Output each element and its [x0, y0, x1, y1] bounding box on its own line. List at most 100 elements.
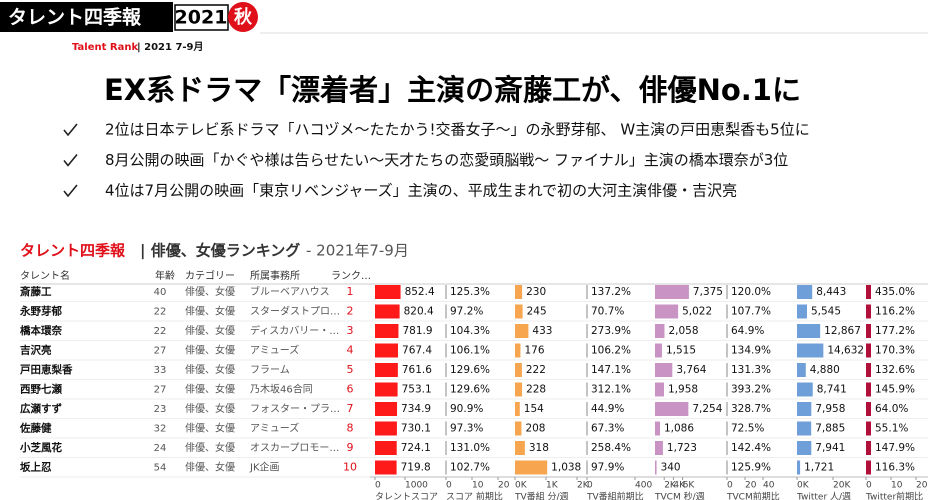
tvcm-value: 7,375 — [693, 286, 723, 298]
agency: フラーム — [250, 364, 290, 376]
tvcm-bar — [655, 382, 665, 397]
age: 24 — [154, 443, 167, 454]
table-title: | 俳優、女優ランキング — [140, 242, 300, 261]
age: 23 — [154, 404, 167, 415]
tv-value: 245 — [527, 306, 547, 318]
change-marker — [866, 304, 871, 319]
tv-value: 230 — [526, 286, 546, 298]
agency: スターダストプロ… — [250, 305, 340, 318]
agency: オスカープロモー… — [250, 442, 339, 454]
tv-bar — [515, 382, 523, 397]
axis-tick-label: 0 — [727, 481, 733, 491]
change-marker — [866, 421, 871, 436]
tvcm_change-value: 107.7% — [731, 306, 771, 318]
twitter-value: 4,880 — [810, 364, 840, 376]
check-icon — [63, 153, 78, 167]
score-value: 724.1 — [401, 442, 431, 454]
twitter-bar — [797, 363, 806, 377]
score-value: 730.1 — [401, 423, 431, 435]
tv-bar — [515, 304, 523, 319]
brand-bar — [0, 2, 173, 32]
score-bar — [375, 402, 398, 416]
twitter-value: 14,632 — [827, 345, 864, 357]
age: 22 — [154, 326, 167, 337]
score_change-value: 97.2% — [450, 306, 483, 318]
twitter_change-value: 64.0% — [875, 403, 908, 415]
tv_change-value: 137.2% — [591, 286, 631, 298]
score-bar — [375, 441, 397, 455]
tv_change-value: 44.9% — [591, 403, 624, 415]
category: 俳優、女優 — [185, 305, 235, 318]
column-footer: Twitter前期比 — [865, 491, 923, 500]
talent-name: 西野七瀬 — [20, 383, 62, 396]
twitter-value: 7,941 — [815, 442, 845, 454]
tvcm-bar — [655, 343, 662, 358]
ranking-table: タレント名 年齢 カテゴリー 所属事務所 ランク…斎藤工 40 俳優、女優 ブルーベアハウス 1… — [19, 269, 928, 500]
score-value: 734.9 — [401, 403, 431, 415]
twitter-value: 7,958 — [815, 403, 845, 415]
twitter-bar — [797, 343, 824, 358]
column-footer: TVCM前期比 — [726, 491, 780, 500]
bullet-text: 8月公開の映画「かぐや様は告らせたい～天才たちの恋愛頭脳戦～ ファイナル」主演の… — [105, 151, 788, 169]
tv-value: 222 — [526, 364, 546, 376]
category: 俳優、女優 — [185, 441, 235, 454]
rank: 7 — [347, 402, 354, 415]
axis-tick-label: 0 — [587, 481, 593, 491]
twitter-value: 1,721 — [804, 462, 834, 474]
axis-tick-label: 400 — [635, 481, 652, 491]
axis-tick-label: 1K — [546, 481, 559, 491]
tv-value: 228 — [526, 384, 546, 396]
rank: 4 — [347, 344, 354, 357]
axis-tick-label: 2K — [577, 481, 590, 491]
agency: アミューズ — [250, 344, 299, 357]
twitter_change-value: 435.0% — [875, 286, 915, 298]
tv_change-value: 147.1% — [591, 364, 631, 376]
rank: 5 — [347, 363, 354, 376]
tvcm_change-value: 393.2% — [731, 384, 771, 396]
category: 俳優、女優 — [185, 344, 235, 357]
score-value: 767.4 — [402, 345, 432, 357]
tv-value: 154 — [524, 403, 544, 415]
tv-bar — [515, 460, 548, 475]
rank: 6 — [347, 383, 354, 396]
tag: Talent Rank — [72, 42, 138, 53]
twitter-value: 8,741 — [817, 384, 847, 396]
axis-tick-label: 20 — [498, 481, 510, 491]
axis-tick-label: 0 — [375, 481, 381, 491]
tvcm-value: 1,958 — [668, 384, 698, 396]
tvcm_change-value: 64.9% — [731, 325, 764, 337]
year-box — [174, 4, 229, 31]
tv-bar — [515, 343, 521, 358]
age: 33 — [154, 365, 167, 376]
tv-value: 176 — [524, 345, 544, 357]
category: 俳優、女優 — [185, 324, 235, 337]
tvcm-value: 7,254 — [692, 403, 722, 415]
tv_change-value: 258.4% — [591, 442, 631, 454]
tvcm-value: 5,022 — [682, 306, 712, 318]
tv_change-value: 67.3% — [591, 423, 624, 435]
talent-name: 戸田恵梨香 — [19, 363, 73, 376]
agency: アミューズ — [250, 422, 299, 435]
tvcm-bar — [655, 304, 679, 319]
twitter_change-value: 55.1% — [875, 423, 908, 435]
twitter-bar — [797, 382, 813, 397]
column-footer: タレントスコア — [375, 492, 438, 500]
tvcm_change-value: 131.3% — [731, 364, 771, 376]
axis-tick-label: 20 — [745, 481, 757, 491]
check-icon — [63, 123, 78, 137]
tv_change-value: 106.2% — [591, 345, 631, 357]
score_change-value: 106.1% — [450, 345, 490, 357]
tvcm_change-value: 134.9% — [731, 345, 771, 357]
twitter_change-value: 132.6% — [875, 364, 915, 376]
tvcm-bar — [655, 441, 663, 455]
axis-tick-label: 20 — [916, 481, 928, 491]
score_change-value: 129.6% — [450, 384, 490, 396]
change-marker — [866, 363, 871, 377]
score-value: 719.8 — [401, 462, 431, 474]
score_change-value: 129.6% — [450, 364, 490, 376]
twitter_change-value: 147.9% — [875, 442, 915, 454]
tvcm-bar — [655, 421, 660, 436]
column-footer: TVCM 秒/週 — [654, 491, 705, 500]
category: 俳優、女優 — [185, 422, 235, 435]
